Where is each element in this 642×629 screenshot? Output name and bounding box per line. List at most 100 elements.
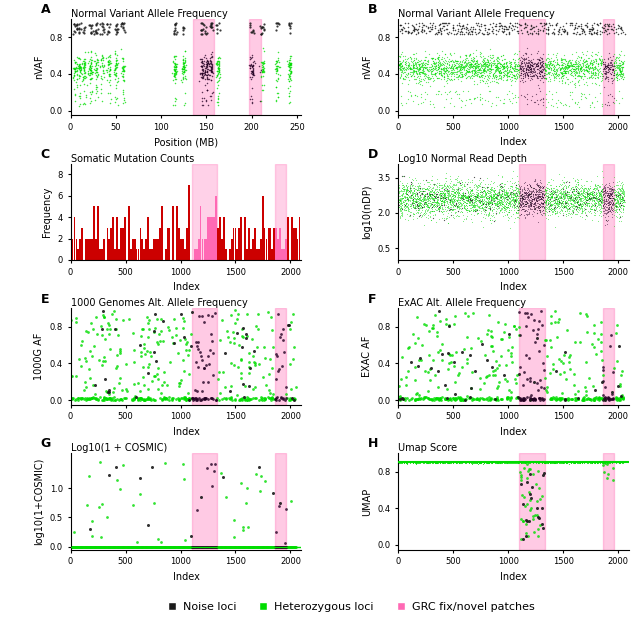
Point — [94, 62, 105, 72]
Point — [71, 394, 81, 404]
Point — [80, 326, 91, 337]
Point — [542, 186, 552, 196]
Point — [462, 211, 472, 221]
Point — [455, 21, 465, 31]
Point — [440, 67, 450, 77]
Point — [476, 63, 487, 73]
Point — [177, 57, 187, 67]
Point — [67, 542, 78, 552]
Point — [242, 395, 252, 405]
Point — [448, 23, 458, 33]
Point — [272, 65, 282, 75]
Point — [144, 542, 155, 552]
Point — [490, 60, 501, 70]
Point — [437, 189, 447, 199]
Point — [442, 65, 452, 75]
Point — [441, 457, 451, 467]
Point — [609, 60, 619, 70]
Point — [474, 61, 484, 71]
Point — [601, 60, 611, 70]
Point — [128, 328, 139, 338]
Point — [539, 190, 549, 200]
Point — [98, 542, 108, 552]
Point — [498, 75, 508, 85]
Point — [556, 54, 566, 64]
Point — [487, 214, 497, 225]
Point — [544, 64, 555, 74]
Point — [250, 392, 260, 403]
Point — [456, 184, 466, 194]
Point — [433, 25, 443, 35]
Point — [617, 193, 627, 203]
Point — [472, 458, 482, 468]
Point — [485, 52, 495, 62]
Point — [609, 67, 619, 77]
Point — [450, 201, 460, 211]
Point — [467, 199, 478, 209]
Point — [568, 189, 578, 199]
Point — [91, 58, 101, 69]
Point — [514, 457, 525, 467]
Point — [540, 58, 550, 69]
Point — [585, 72, 595, 82]
Point — [550, 196, 560, 206]
Point — [536, 187, 546, 197]
Point — [551, 198, 561, 208]
Point — [401, 198, 411, 208]
Point — [583, 458, 593, 468]
Point — [600, 212, 611, 222]
Point — [552, 59, 562, 69]
Point — [524, 189, 534, 199]
Point — [412, 186, 422, 196]
Point — [431, 195, 442, 205]
Point — [498, 97, 508, 108]
Point — [613, 62, 623, 72]
Point — [510, 196, 520, 206]
Point — [98, 542, 108, 552]
Point — [514, 186, 524, 196]
Point — [535, 69, 546, 79]
Point — [412, 191, 422, 201]
Point — [495, 68, 505, 78]
Point — [591, 198, 601, 208]
Point — [448, 204, 458, 214]
Bar — [200, 206, 202, 260]
Point — [199, 542, 209, 552]
Point — [584, 194, 594, 204]
Point — [564, 457, 575, 467]
Point — [226, 542, 236, 552]
Point — [282, 542, 293, 552]
Point — [439, 62, 449, 72]
Point — [85, 78, 95, 88]
Point — [586, 100, 596, 110]
Point — [71, 81, 82, 91]
Point — [598, 208, 609, 218]
Point — [432, 458, 442, 468]
Point — [465, 184, 475, 194]
Point — [110, 323, 120, 333]
Point — [472, 62, 482, 72]
Point — [540, 66, 550, 76]
Point — [420, 457, 430, 467]
Point — [179, 62, 189, 72]
Point — [426, 53, 436, 64]
Point — [427, 66, 437, 76]
Point — [564, 65, 575, 75]
Point — [577, 206, 587, 216]
Point — [443, 186, 453, 196]
Point — [440, 394, 451, 404]
Point — [135, 489, 146, 499]
Point — [611, 202, 621, 212]
Point — [514, 53, 524, 63]
Point — [550, 64, 560, 74]
Point — [408, 67, 418, 77]
Point — [564, 202, 575, 212]
Point — [460, 60, 470, 70]
Point — [604, 203, 614, 213]
Point — [169, 66, 180, 76]
Point — [206, 22, 216, 32]
Point — [79, 73, 89, 83]
Point — [541, 192, 551, 202]
Point — [566, 70, 576, 80]
Point — [525, 392, 535, 403]
